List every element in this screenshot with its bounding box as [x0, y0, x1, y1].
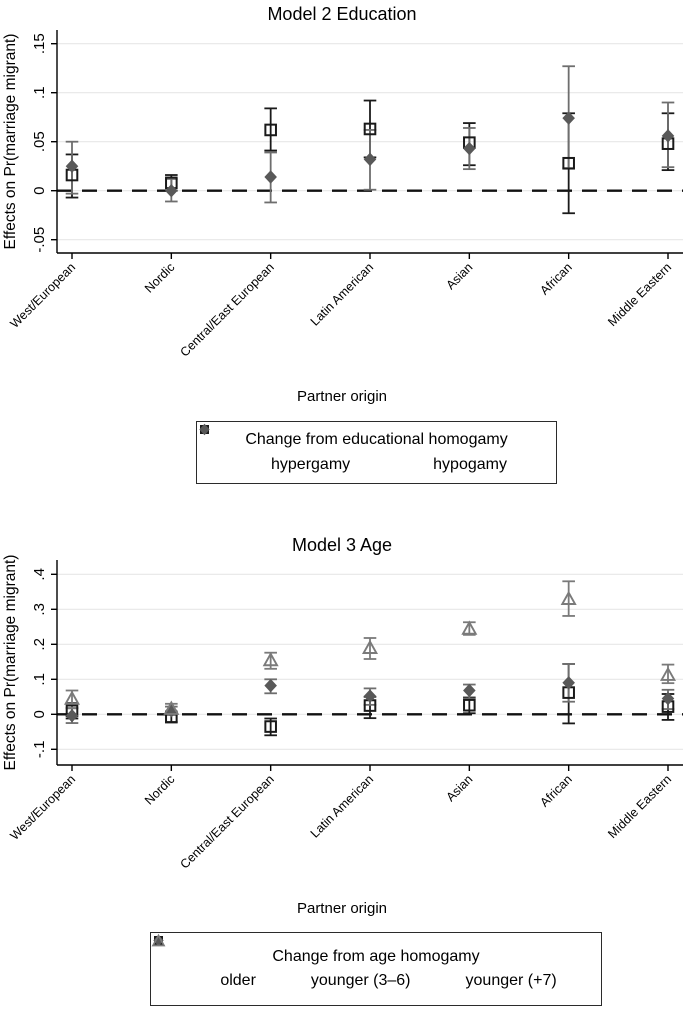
x-category-label: West/European — [7, 260, 78, 331]
marker-younger (3–6) — [65, 708, 79, 723]
y-tick-label: .4 — [31, 568, 48, 581]
x-category-label: African — [537, 772, 574, 809]
y-tick-label: .2 — [31, 638, 48, 651]
marker-younger (+7) — [262, 651, 279, 667]
legend-item-label: younger (+7) — [465, 972, 557, 990]
y-tick-label: 0 — [31, 187, 48, 195]
marker-hypergamy — [562, 156, 575, 170]
legend-item-hypergamy: hypergamy — [200, 425, 351, 474]
legend-item-older: older — [154, 936, 256, 990]
y-tick-label: .15 — [31, 33, 48, 54]
marker-hypergamy — [264, 123, 277, 137]
marker-older — [264, 720, 277, 733]
y-tick-label: .1 — [31, 673, 48, 686]
marker-hypogamy — [264, 170, 277, 184]
y-tick-label: .1 — [31, 86, 48, 99]
marker-younger (3–6) — [562, 676, 575, 690]
x-axis-title: Partner origin — [297, 388, 387, 405]
legend-item-hypogamy: hypogamy — [199, 423, 507, 474]
x-category-label: Latin American — [308, 260, 376, 328]
marker-hypogamy — [363, 152, 377, 167]
chart-title: Model 3 Age — [292, 535, 392, 555]
older-square-icon — [154, 936, 210, 989]
marker-younger (+7) — [560, 590, 577, 605]
x-category-label: Nordic — [142, 772, 177, 807]
y-tick-label: .05 — [31, 131, 48, 152]
chart-title: Model 2 Education — [267, 4, 416, 24]
legend-items-row: older younger (3–6) younger (+7) — [151, 933, 597, 990]
triangle-hollow-glyph — [151, 933, 166, 947]
diamond-filled — [199, 423, 210, 436]
marker-older — [463, 698, 476, 712]
legend-item-younger-3-6: younger (3–6) — [153, 934, 411, 990]
marker-hypogamy — [65, 159, 79, 173]
legend-title: Change from age homogamy — [272, 947, 480, 965]
legend-education-homogamy: Change from educational homogamy hyperga… — [196, 421, 557, 484]
legend-item-label: younger (3–6) — [310, 972, 411, 990]
legend-age-homogamy: Change from age homogamy older younger (… — [150, 932, 602, 1006]
x-category-label: Central/East European — [177, 260, 276, 359]
marker-younger (+7) — [361, 639, 379, 654]
y-tick-label: .3 — [31, 603, 48, 616]
x-category-label: Asian — [443, 260, 475, 292]
legend-item-label: hypergamy — [271, 455, 351, 473]
x-axis-title: Partner origin — [297, 900, 387, 917]
legend-item-label: older — [220, 972, 256, 990]
marker-younger (3–6) — [661, 691, 675, 706]
legend-item-younger-7: younger (+7) — [151, 933, 557, 990]
y-tick-label: -.05 — [31, 227, 48, 253]
x-category-label: Asian — [443, 772, 475, 804]
marker-younger (+7) — [659, 666, 677, 681]
y-axis-title: Effects on Pr(marriage migrant) — [2, 34, 19, 250]
x-category-label: Middle Eastern — [605, 260, 674, 329]
diamond-filled-glyph — [199, 423, 210, 436]
hypogamy-diamond-icon — [199, 423, 423, 472]
marker-younger (+7) — [63, 690, 81, 705]
triangle-hollow — [151, 933, 166, 947]
marker-hypogamy — [463, 141, 476, 156]
y-tick-label: 0 — [31, 710, 48, 718]
hypergamy-square-icon — [200, 425, 261, 472]
x-category-label: West/European — [7, 772, 78, 843]
marker-hypergamy — [363, 122, 377, 136]
x-category-label: Nordic — [142, 260, 177, 295]
x-category-label: Middle Eastern — [605, 772, 674, 841]
x-category-label: Latin American — [308, 772, 376, 840]
y-tick-label: -.1 — [31, 741, 48, 759]
y-axis-title: Effects on Pr(marriage migrant) — [2, 555, 19, 771]
marker-younger (3–6) — [363, 689, 377, 703]
younger-3-6-diamond-icon — [153, 934, 301, 989]
younger-7-triangle-icon — [151, 933, 456, 989]
x-category-label: African — [537, 260, 574, 297]
marker-younger (+7) — [461, 620, 478, 635]
marker-hypogamy — [165, 183, 178, 198]
legend-item-label: hypogamy — [433, 455, 507, 473]
marker-younger (+7) — [163, 700, 180, 715]
marker-hypogamy — [562, 111, 575, 125]
legend-items-row: hypergamy hypogamy — [199, 423, 552, 474]
marker-hypogamy — [661, 129, 675, 143]
x-category-label: Central/East European — [177, 772, 276, 871]
marker-younger (3–6) — [463, 683, 476, 698]
marker-younger (3–6) — [264, 678, 277, 693]
legend-title: Change from educational homogamy — [245, 431, 508, 449]
